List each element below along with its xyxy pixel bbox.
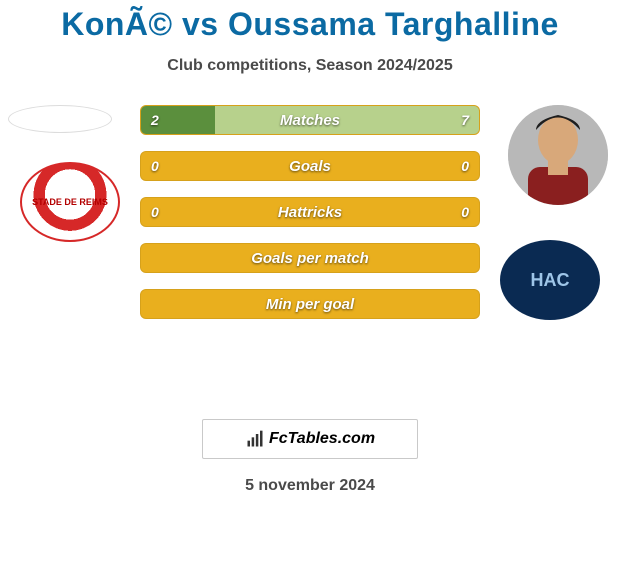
stat-value-right: 0	[461, 158, 469, 174]
stat-value-right: 7	[461, 112, 469, 128]
stat-label: Goals	[289, 158, 331, 175]
stat-row: Goals 0 0	[140, 151, 480, 181]
club-badge-left: STADE DE REIMS	[20, 162, 120, 242]
comparison-area: STADE DE REIMS HAC Matches27Goals00Hattr…	[0, 105, 620, 425]
stat-row: Hattricks 0 0	[140, 197, 480, 227]
page-title: KonÃ© vs Oussama Targhalline	[0, 6, 620, 43]
chart-icon	[245, 429, 265, 449]
player-avatar-right	[508, 105, 608, 205]
date-line: 5 november 2024	[0, 477, 620, 495]
brand-box[interactable]: FcTables.com	[202, 419, 418, 459]
stat-row: Goals per match	[140, 243, 480, 273]
page-subtitle: Club competitions, Season 2024/2025	[0, 57, 620, 75]
stat-fill-right	[215, 106, 479, 134]
stat-row: Min per goal	[140, 289, 480, 319]
stat-value-right: 0	[461, 204, 469, 220]
club-badge-right: HAC	[500, 240, 600, 320]
club-right-text: HAC	[531, 270, 570, 291]
stat-label: Matches	[280, 112, 340, 129]
stat-bars: Matches 2 7 Goals 0 0 Hattricks 0 0 Goals per mat…	[140, 105, 480, 335]
stat-value-left: 0	[151, 158, 159, 174]
stat-label: Goals per match	[251, 250, 369, 267]
player-avatar-left	[8, 105, 112, 133]
stat-row: Matches 2 7	[140, 105, 480, 135]
stat-value-left: 0	[151, 204, 159, 220]
stat-label: Min per goal	[266, 296, 354, 313]
club-left-text: STADE DE REIMS	[32, 198, 108, 207]
stat-label: Hattricks	[278, 204, 342, 221]
stat-value-left: 2	[151, 112, 159, 128]
brand-text: FcTables.com	[269, 430, 375, 448]
